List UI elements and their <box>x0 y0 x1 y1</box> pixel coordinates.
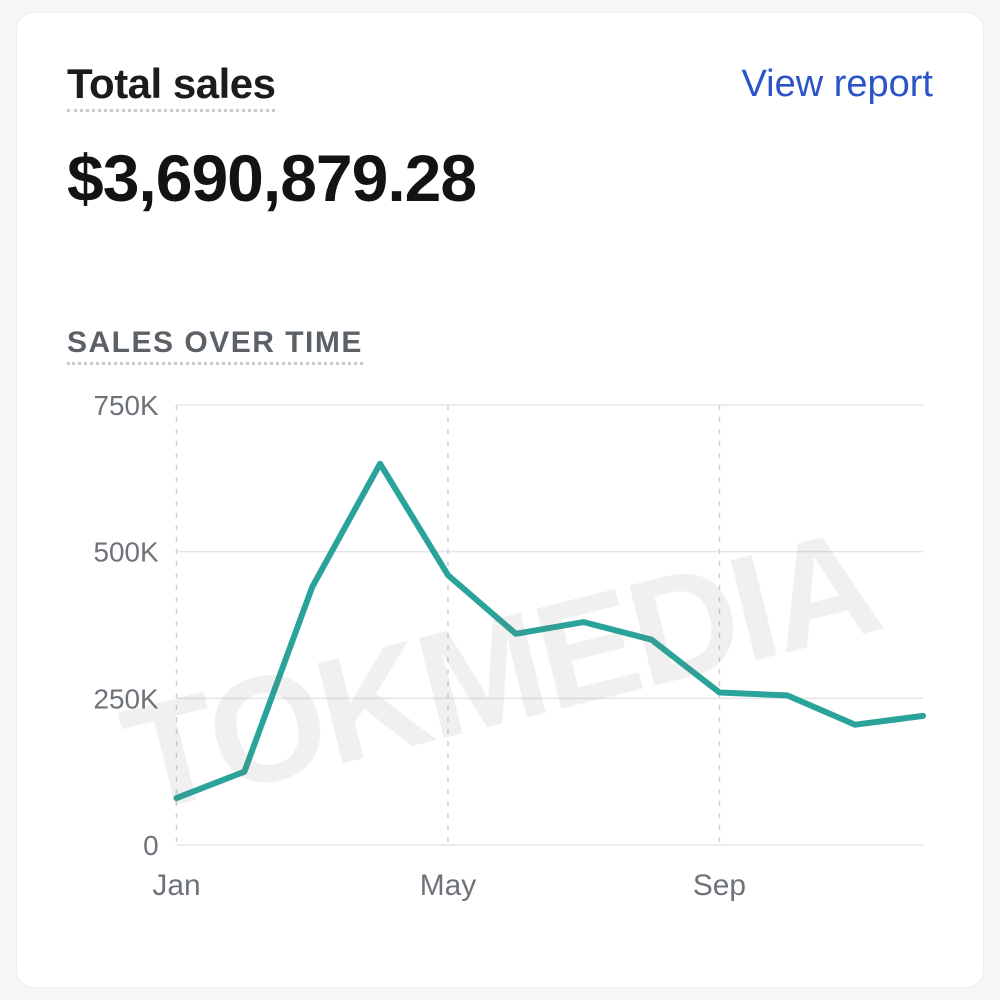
view-report-link[interactable]: View report <box>741 63 933 106</box>
svg-text:500K: 500K <box>94 537 159 568</box>
sales-card: Total sales View report $3,690,879.28 SA… <box>16 12 984 988</box>
card-header: Total sales View report <box>67 61 933 112</box>
svg-text:250K: 250K <box>94 683 159 714</box>
chart-svg: 0 250K 500K 750K Jan May Sep <box>67 395 933 925</box>
svg-text:750K: 750K <box>94 395 159 421</box>
card-title: Total sales <box>67 61 275 112</box>
svg-text:Jan: Jan <box>152 869 200 902</box>
svg-text:May: May <box>420 869 476 902</box>
total-amount: $3,690,879.28 <box>67 140 933 216</box>
sales-chart: TOKMEDIA 0250K500K750KJanMaySep <box>67 395 933 925</box>
chart-subheader: SALES OVER TIME <box>67 326 363 365</box>
svg-text:0: 0 <box>143 830 158 861</box>
svg-text:Sep: Sep <box>693 869 746 902</box>
